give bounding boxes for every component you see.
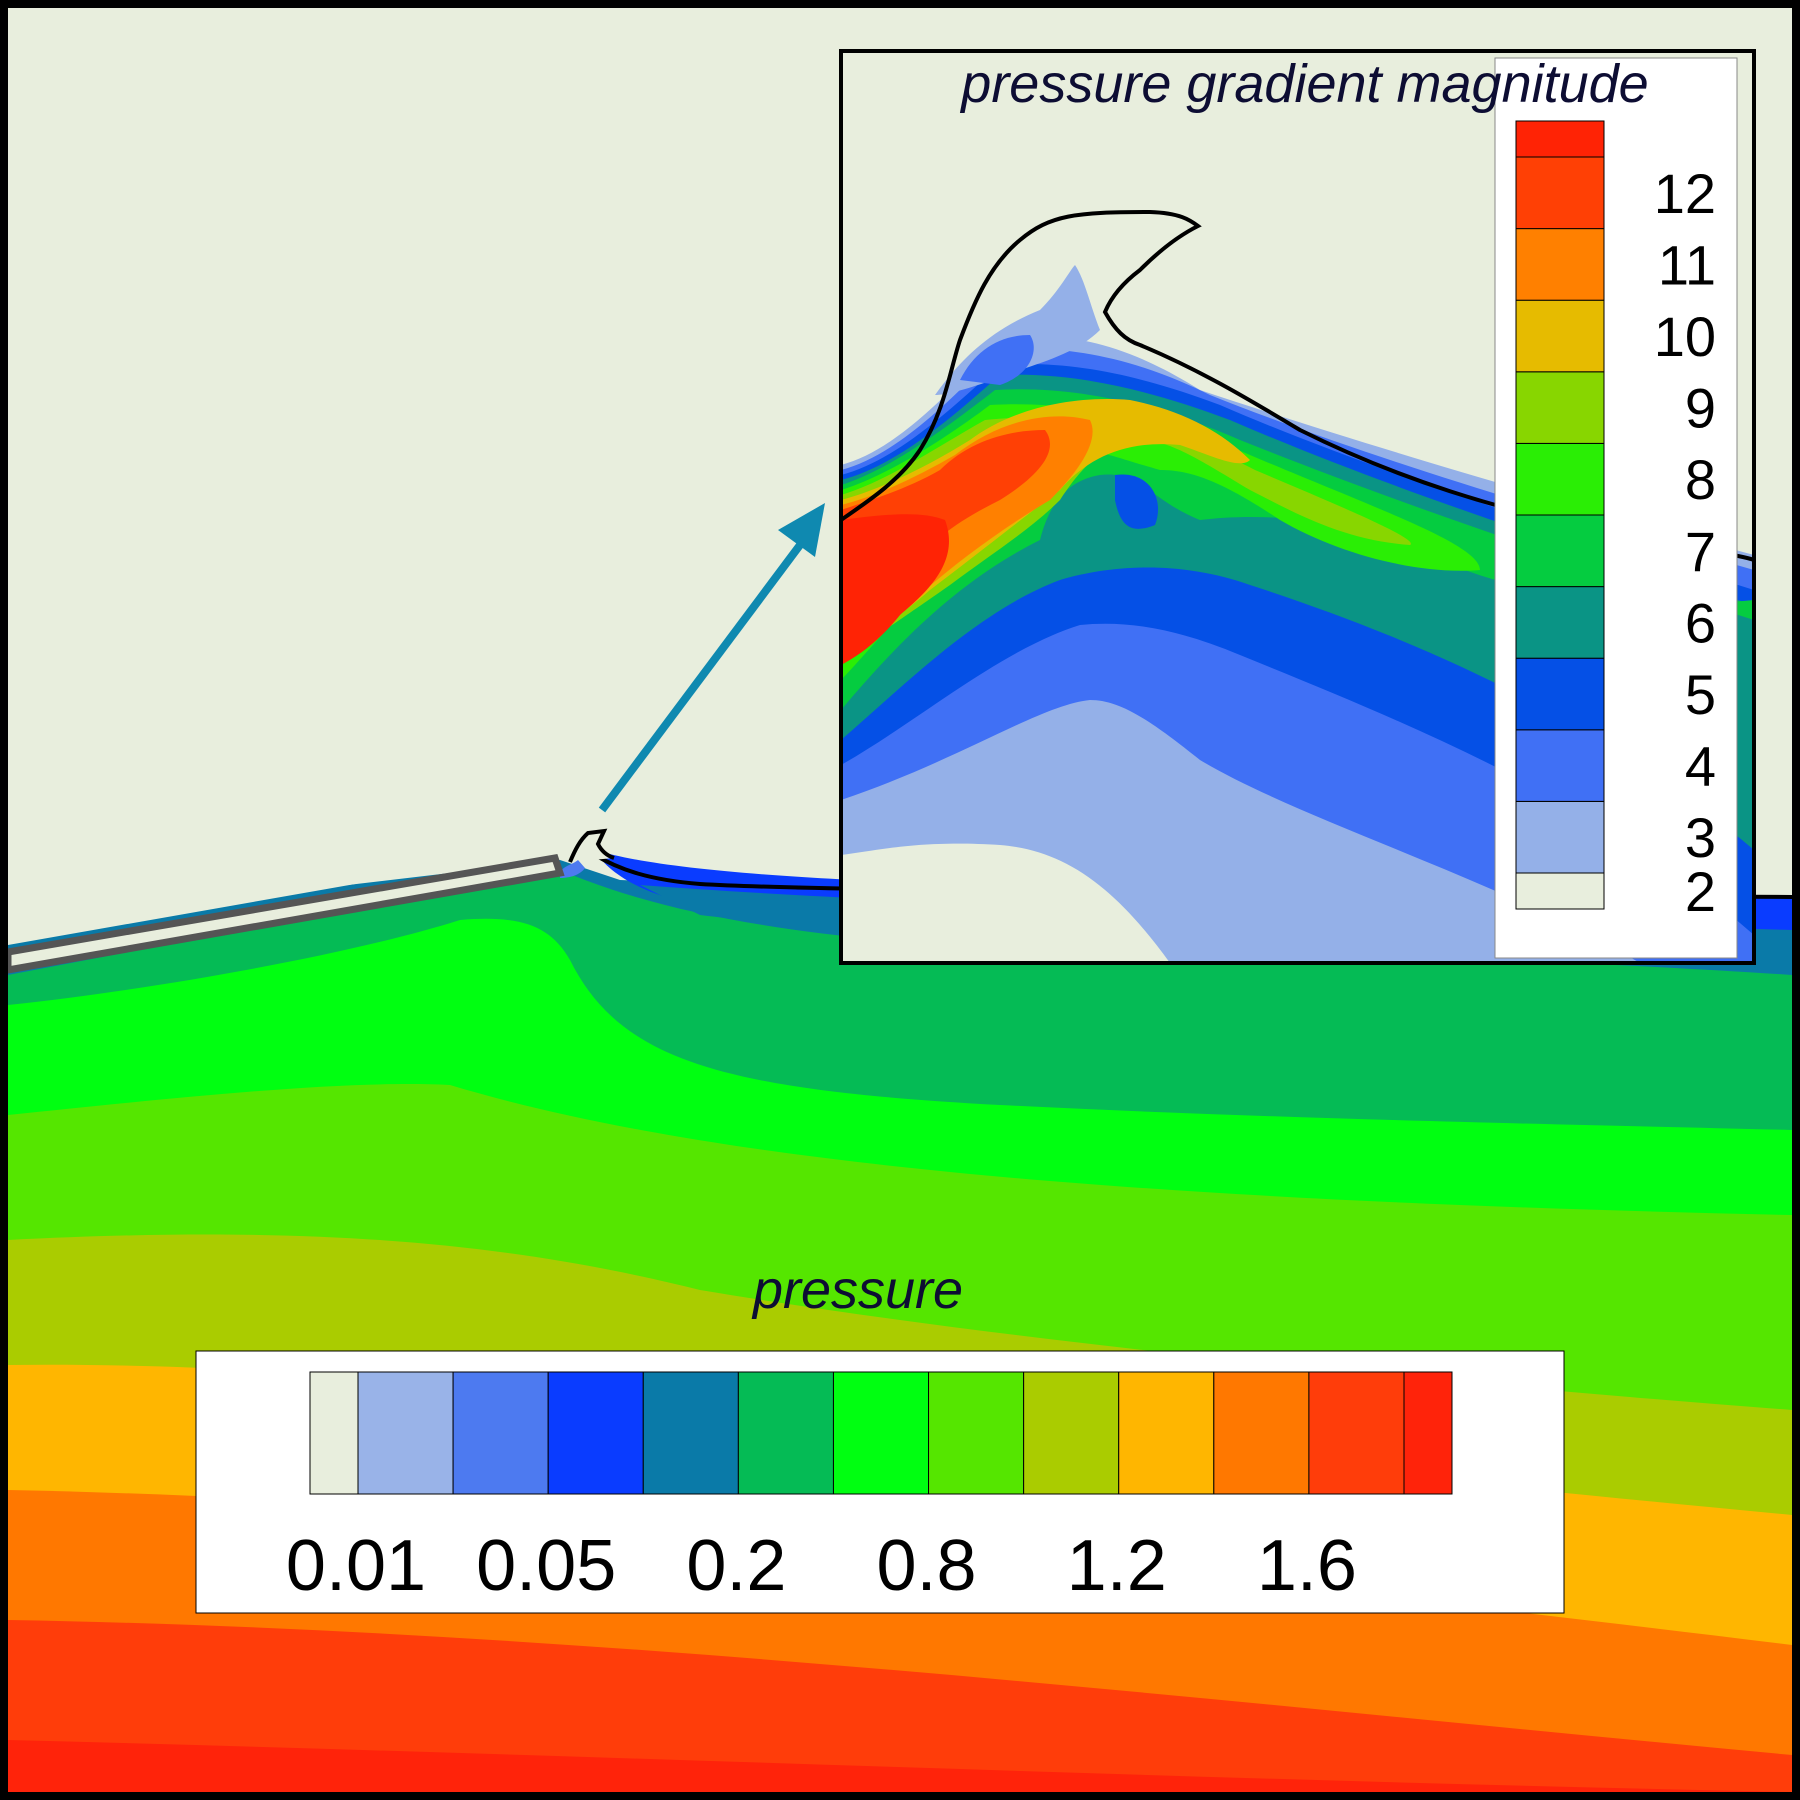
grad-band-12-max [841,514,949,665]
main-colorbar-tick-label: 0.01 [286,1526,426,1606]
zoom-arrow [598,503,825,813]
inset-colorbar-tick-label: 6 [1685,591,1716,654]
inset-colorbar-bin [1515,514,1605,588]
inset-colorbar [1515,120,1605,910]
main-colorbar-tick-label: 0.2 [686,1526,786,1606]
inset-colorbar-tick-label: 2 [1685,860,1716,923]
inset-legend: 23 4 5 6 7 8 9 10 11 12 [1494,57,1738,959]
inset-colorbar-tick-label: 3 [1685,806,1716,869]
inset-colorbar-tick-label: 11 [1658,233,1716,296]
inset-colorbar-tick-label: 9 [1685,377,1716,440]
main-colorbar-tick-label: 0.05 [476,1526,616,1606]
inset-colorbar-bin [1515,120,1605,158]
inset-colorbar-tick-label: 7 [1685,520,1716,583]
pressure-band-1.5-1.6 [8,1620,1792,1792]
grad-band-5-6 [841,374,1754,850]
inset-colorbar-bin [1515,586,1605,659]
main-colorbar-bin [547,1371,644,1495]
inset-free-surface [841,209,1754,562]
main-colorbar-tick-label: 1.2 [1067,1526,1167,1606]
main-colorbar-bin [1118,1371,1215,1495]
inset-colorbar-tick-label: 4 [1685,735,1716,798]
inset-colorbar-bin [1515,872,1605,910]
main-legend: 0.01 0.05 0.2 0.8 1.2 1.6 [195,1350,1565,1614]
inset-colorbar-bin [1515,299,1605,373]
main-colorbar-ticks: 0.01 0.05 0.2 0.8 1.2 1.6 [286,1526,1357,1606]
inset-colorbar-bin [1515,800,1605,874]
inset-colorbar-tick-label: 8 [1685,448,1716,511]
main-colorbar-bin [1308,1371,1405,1495]
main-colorbar-bin [737,1371,834,1495]
inset-title: pressure gradient magnitude [959,54,1648,114]
main-colorbar [309,1371,1453,1495]
main-colorbar-bin [1213,1371,1310,1495]
inset-colorbar-bin [1515,371,1605,444]
main-colorbar-bin [309,1371,359,1495]
grad-inner-low [1115,474,1159,529]
main-colorbar-tick-label: 1.6 [1257,1526,1357,1606]
main-colorbar-bin [1403,1371,1453,1495]
wave-crest-outline [568,828,615,863]
main-colorbar-bin [832,1371,930,1495]
inset-colorbar-bin [1515,442,1605,516]
inset-colorbar-bin [1515,729,1605,802]
main-colorbar-title: pressure [751,1260,963,1320]
pressure-band-1.6-max [8,1740,1792,1792]
main-colorbar-bin [928,1371,1025,1495]
inset-frame [839,49,1756,965]
inset-colorbar-bin [1515,228,1605,301]
wave-crest-wash [560,860,585,878]
main-colorbar-bin [1023,1371,1120,1495]
main-colorbar-bin [357,1371,454,1495]
inset-colorbar-tick-label: 10 [1654,305,1716,368]
inset-gradient-plot: 23 4 5 6 7 8 9 10 11 12 pressure gradient magnitu… [839,49,1756,965]
inset-colorbar-tick-label: 5 [1685,663,1716,726]
crest-interior-mid [960,335,1034,385]
inset-colorbar-bin [1515,156,1605,230]
inset-colorbar-ticks: 23 4 5 6 7 8 9 10 11 12 [1654,162,1716,923]
main-colorbar-tick-label: 0.8 [876,1526,976,1606]
main-colorbar-bin [452,1371,549,1495]
inset-colorbar-bin [1515,657,1605,731]
inset-colorbar-tick-label: 12 [1654,162,1716,225]
main-colorbar-bin [642,1371,739,1495]
